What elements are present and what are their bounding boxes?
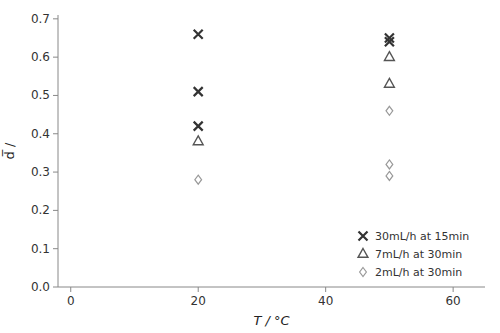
y-tick (53, 172, 58, 173)
x-tick-label: 60 (445, 294, 460, 308)
legend-label: 30mL/h at 15min (375, 230, 469, 243)
point (386, 160, 393, 169)
x-tick (198, 287, 199, 292)
y-tick-label: 0.0 (31, 280, 50, 294)
y-tick (53, 133, 58, 134)
y-tick-label: 0.7 (31, 12, 50, 26)
point (194, 30, 203, 39)
series (194, 30, 394, 131)
x-axis-line (58, 287, 485, 288)
legend-label: 2mL/h at 30min (375, 266, 462, 279)
y-tick-label: 0.3 (31, 165, 50, 179)
y-tick (53, 57, 58, 58)
y-axis-label: d̅ / (2, 142, 17, 159)
point (195, 175, 202, 184)
point (193, 136, 203, 145)
x-tick-label: 20 (191, 294, 206, 308)
point (194, 122, 203, 131)
x-tick (325, 287, 326, 292)
series (193, 52, 394, 145)
background (0, 0, 500, 333)
y-tick (53, 248, 58, 249)
point (385, 33, 394, 42)
y-tick (53, 95, 58, 96)
legend-marker (360, 268, 367, 277)
y-tick-label: 0.5 (31, 88, 50, 102)
legend-label: 7mL/h at 30min (375, 248, 462, 261)
y-tick (53, 287, 58, 288)
x-axis-label: T / °C (253, 313, 290, 328)
y-tick-label: 0.2 (31, 203, 50, 217)
y-tick-label: 0.4 (31, 127, 50, 141)
point (384, 52, 394, 61)
legend-marker (358, 249, 368, 258)
y-tick (53, 210, 58, 211)
x-tick-label: 0 (67, 294, 75, 308)
chart: 0 20 40 60 0.0 0.1 0.2 0.3 0.4 0.5 0.6 0.7 T / °C d̅ … (0, 0, 500, 333)
y-tick (53, 18, 58, 19)
x-tick-label: 40 (318, 294, 333, 308)
point (386, 106, 393, 115)
marks (193, 30, 394, 185)
y-tick-label: 0.6 (31, 50, 50, 64)
legend-marker (359, 232, 368, 241)
x-tick (453, 287, 454, 292)
point (384, 78, 394, 87)
y-tick-label: 0.1 (31, 242, 50, 256)
point (386, 171, 393, 180)
point (194, 87, 203, 96)
legend: 30mL/h at 15min 7mL/h at 30min 2mL/h at 30… (358, 230, 469, 279)
series (195, 106, 393, 184)
y-axis-line (58, 15, 59, 287)
x-tick (70, 287, 71, 292)
